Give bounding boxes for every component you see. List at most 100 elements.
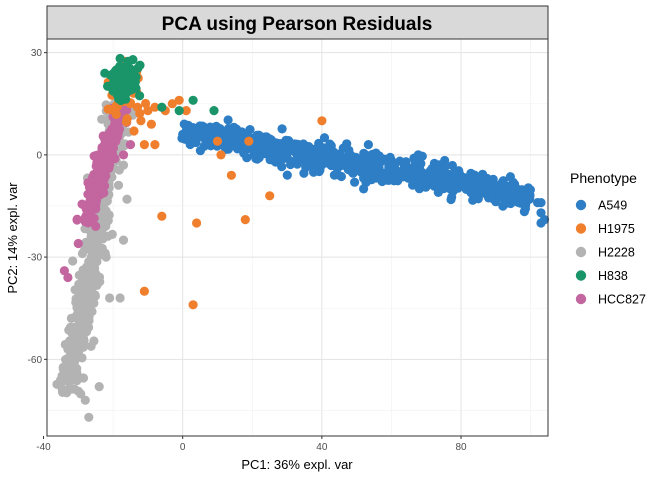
axis-ticks: -40 0 40 80 30 0 -30 -60	[28, 48, 467, 453]
data-point	[135, 60, 145, 70]
data-point	[226, 170, 236, 180]
data-point	[116, 90, 126, 101]
data-point	[188, 95, 198, 105]
legend-key-a549	[575, 199, 587, 211]
data-point	[223, 115, 233, 125]
data-point	[143, 106, 153, 116]
data-point	[167, 99, 177, 109]
data-point	[342, 139, 352, 149]
data-point	[268, 139, 278, 149]
data-point	[192, 218, 202, 228]
data-point	[387, 156, 397, 166]
data-point	[67, 374, 77, 384]
data-point	[216, 150, 226, 160]
data-point	[398, 172, 408, 182]
data-point	[498, 176, 508, 186]
data-point	[536, 218, 546, 228]
data-point	[58, 362, 68, 372]
data-point	[302, 155, 312, 165]
data-point	[115, 53, 125, 64]
data-point	[188, 300, 198, 310]
data-point	[190, 130, 200, 140]
data-point	[141, 98, 151, 109]
data-point	[408, 180, 418, 190]
data-point	[252, 143, 262, 153]
data-point	[348, 168, 358, 178]
data-point	[340, 155, 350, 165]
data-point	[157, 102, 167, 112]
data-point	[226, 136, 236, 146]
data-point	[135, 91, 145, 101]
data-point	[395, 156, 405, 166]
data-point	[91, 221, 101, 231]
data-point	[299, 148, 309, 158]
data-point	[98, 177, 108, 187]
data-point	[73, 303, 83, 313]
data-point	[121, 117, 132, 127]
plot-title: PCA using Pearson Residuals	[162, 14, 433, 35]
data-point	[498, 185, 508, 195]
data-point	[298, 139, 308, 149]
data-point	[432, 177, 442, 187]
data-point	[92, 158, 102, 168]
data-point	[238, 129, 249, 140]
series-h838	[100, 53, 219, 116]
data-point	[312, 156, 322, 166]
data-point	[188, 123, 198, 133]
data-point	[536, 198, 546, 208]
data-point	[73, 314, 83, 324]
data-point	[275, 139, 285, 149]
data-point	[125, 85, 135, 95]
data-point	[123, 56, 133, 66]
data-point	[265, 191, 275, 201]
data-point	[524, 194, 535, 204]
data-point	[421, 182, 431, 192]
data-point	[150, 140, 160, 150]
data-point	[122, 65, 132, 75]
data-point	[88, 264, 98, 274]
data-point	[122, 194, 132, 204]
data-point	[63, 272, 73, 283]
x-tick-label: -40	[36, 442, 51, 453]
data-point	[59, 371, 69, 381]
data-point	[97, 243, 107, 253]
data-point	[91, 256, 101, 266]
data-point	[350, 177, 360, 187]
data-point	[97, 145, 107, 155]
data-point	[174, 95, 184, 105]
data-point	[384, 175, 394, 185]
legend-key-hcc827	[575, 293, 587, 305]
data-point	[509, 179, 520, 189]
data-point	[229, 124, 239, 134]
data-point	[212, 126, 223, 136]
data-point	[199, 133, 209, 143]
data-point	[118, 160, 129, 170]
data-point	[87, 184, 97, 194]
data-point	[524, 186, 534, 196]
data-point	[315, 165, 325, 175]
data-points	[52, 53, 550, 422]
data-point	[244, 136, 254, 146]
data-point	[212, 136, 223, 146]
data-point	[320, 149, 330, 159]
data-point	[277, 124, 287, 134]
data-point	[408, 170, 418, 180]
legend-label-a549: A549	[598, 199, 627, 213]
data-point	[438, 160, 448, 171]
data-point	[283, 136, 293, 146]
data-point	[113, 180, 124, 190]
data-point	[115, 293, 125, 303]
data-point	[74, 279, 84, 289]
data-point	[424, 172, 434, 182]
data-point	[477, 180, 487, 191]
y-axis-title: PC2: 14% expl. var	[5, 182, 20, 294]
data-point	[488, 194, 498, 204]
data-point	[196, 124, 206, 134]
data-point	[505, 194, 515, 204]
x-tick-label: 40	[316, 442, 328, 453]
x-axis-title: PC1: 36% expl. var	[241, 457, 353, 472]
y-tick-label: -30	[28, 253, 43, 264]
data-point	[102, 136, 112, 146]
data-point	[66, 313, 76, 323]
